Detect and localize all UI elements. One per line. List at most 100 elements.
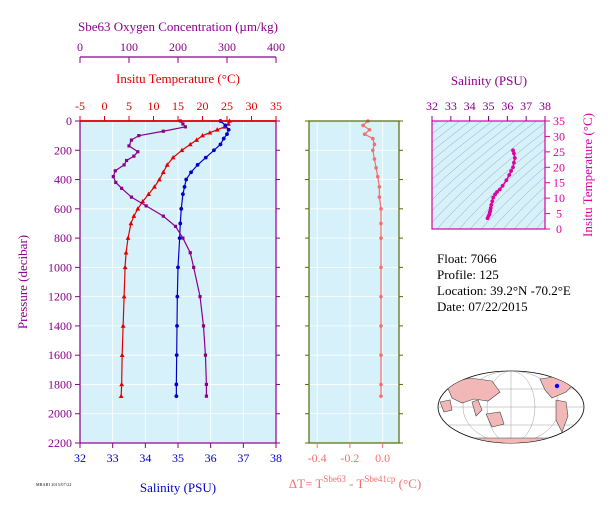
ts-point: [512, 160, 516, 165]
oxygen-point: [136, 150, 140, 154]
tick-label-oxygen: 200: [169, 40, 187, 54]
oxygen-point: [113, 169, 117, 173]
delta-frame: [308, 120, 400, 444]
delta-point: [371, 136, 375, 141]
tick-label-temperature: 10: [148, 99, 160, 113]
temperature-point: [194, 137, 200, 142]
temperature-point: [122, 264, 128, 270]
tick-label-ts-salinity: 36: [501, 99, 513, 113]
ts-series: [485, 148, 517, 221]
density-contour: [480, 166, 545, 229]
density-contour: [436, 131, 545, 229]
density-contour: [535, 218, 545, 229]
density-contour: [432, 121, 449, 135]
tick-label-ts-temperature: 25: [553, 145, 565, 159]
tick-label-pressure: 200: [54, 143, 72, 157]
density-contour: [432, 121, 504, 180]
temperature-point: [140, 198, 146, 204]
salinity-point: [184, 177, 189, 182]
tick-label-ts-salinity: 35: [483, 99, 495, 113]
oxygen-point: [114, 180, 118, 185]
temperature-point: [135, 206, 141, 211]
ts-point: [490, 199, 495, 204]
location-text: Location: 39.2°N -70.2°E: [437, 283, 571, 298]
oxygen-point: [120, 186, 124, 190]
density-contour: [447, 139, 545, 229]
ts-point: [511, 165, 515, 170]
delta-series: [361, 119, 383, 398]
date-text: Date: 07/22/2015: [437, 299, 528, 314]
ts-density-contours: [432, 121, 545, 229]
oxygen-point: [127, 144, 131, 148]
temperature-point: [128, 220, 134, 226]
density-contour: [432, 121, 482, 161]
delta-point: [371, 148, 375, 153]
salinity-point: [178, 221, 183, 226]
ts-point: [512, 156, 517, 160]
tick-label-salinity: 33: [107, 451, 119, 465]
oxygen-point: [144, 204, 148, 208]
salinity-point: [226, 127, 231, 132]
delta-point: [372, 142, 377, 147]
oxygen-point: [129, 195, 134, 199]
tick-label-oxygen: 100: [120, 40, 138, 54]
ts-point: [489, 203, 494, 207]
delta-point: [362, 132, 367, 136]
salinity-point: [195, 163, 200, 167]
tick-label-ts-salinity: 38: [539, 99, 551, 113]
temperature-point: [119, 352, 125, 357]
oxygen-point: [198, 295, 202, 299]
tick-label-temperature: 35: [270, 99, 282, 113]
tick-label-salinity: 34: [139, 451, 151, 465]
tick-label-salinity: 32: [74, 451, 86, 465]
pressure-axis-label: Pressure (decibar): [15, 235, 30, 329]
oxygen-point: [124, 158, 129, 163]
tick-label-delta: 0.0: [375, 451, 390, 465]
density-contour: [469, 157, 545, 229]
tick-label-pressure: 2000: [48, 407, 72, 421]
tick-label-pressure: 400: [54, 173, 72, 187]
ts-point: [497, 187, 502, 192]
oxygen-point: [129, 138, 134, 142]
temperature-point: [164, 162, 170, 167]
tick-label-ts-temperature: 30: [553, 129, 565, 143]
ts-point: [491, 195, 496, 200]
temperature-point: [160, 169, 166, 175]
salinity-point: [177, 236, 182, 240]
temperature-point: [125, 235, 131, 240]
salinity-point: [221, 136, 226, 141]
tick-label-pressure: 1600: [48, 348, 72, 362]
salinity-point: [174, 394, 179, 399]
tick-label-pressure: 0: [66, 114, 72, 128]
density-contour: [432, 121, 471, 152]
delta-point: [361, 123, 365, 128]
density-contour: [502, 186, 545, 229]
oxygen-point: [183, 125, 187, 129]
tick-label-oxygen: 400: [267, 40, 285, 54]
density-contour: [432, 121, 526, 201]
tick-label-ts-temperature: 15: [553, 176, 565, 190]
delta-point: [379, 382, 383, 387]
density-contour: [432, 121, 515, 190]
delta-axes: -0.4 -0.2 0.0: [305, 120, 403, 465]
salinity-point: [181, 192, 185, 197]
delta-plot-area: [309, 121, 399, 443]
oxygen-point: [122, 163, 126, 167]
oxygen-point: [188, 251, 192, 255]
salinity-point: [203, 155, 208, 160]
profile-series: [111, 118, 232, 399]
location-globe-map: [437, 370, 585, 444]
salinity-point: [212, 148, 216, 153]
delta-axis-label: ΔT= TSbe63 - TSbe41cp (°C): [289, 474, 421, 491]
oxygen-axis-label: Sbe63 Oxygen Concentration (µm/kg): [78, 19, 278, 34]
delta-point: [374, 166, 378, 170]
oxygen-point: [192, 265, 196, 269]
oxygen-point: [201, 324, 206, 328]
oxygen-point: [173, 224, 178, 228]
salinity-point: [182, 184, 187, 189]
tick-label-ts-salinity: 34: [464, 99, 476, 113]
salinity-point: [174, 353, 179, 358]
temperature-point: [226, 121, 231, 126]
temperature-point: [146, 191, 151, 196]
tick-label-ts-salinity: 37: [520, 99, 532, 113]
